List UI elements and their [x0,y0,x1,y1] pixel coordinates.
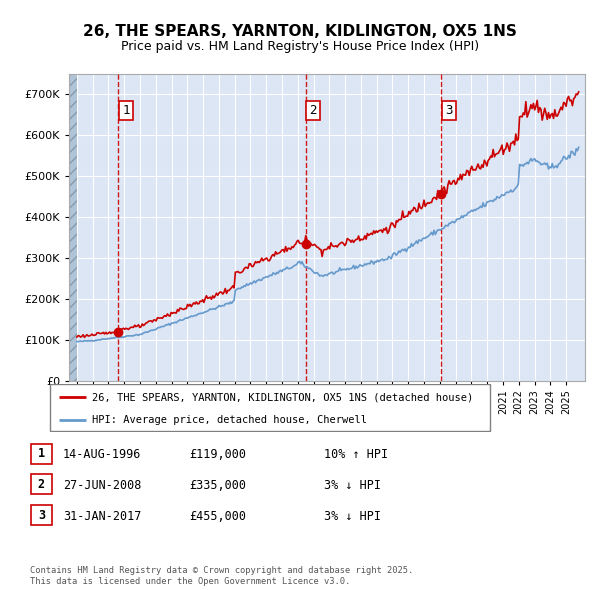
Text: 2: 2 [310,104,317,117]
Text: 3: 3 [445,104,452,117]
Text: 27-JUN-2008: 27-JUN-2008 [63,479,142,492]
Text: This data is licensed under the Open Government Licence v3.0.: This data is licensed under the Open Gov… [30,577,350,586]
FancyBboxPatch shape [31,505,52,525]
Text: 26, THE SPEARS, YARNTON, KIDLINGTON, OX5 1NS (detached house): 26, THE SPEARS, YARNTON, KIDLINGTON, OX5… [92,392,473,402]
Text: 3% ↓ HPI: 3% ↓ HPI [324,510,381,523]
Text: 1: 1 [122,104,130,117]
Text: 14-AUG-1996: 14-AUG-1996 [63,448,142,461]
Text: 3: 3 [38,509,45,522]
Text: £335,000: £335,000 [189,479,246,492]
FancyBboxPatch shape [31,444,52,464]
Text: 31-JAN-2017: 31-JAN-2017 [63,510,142,523]
Text: Price paid vs. HM Land Registry's House Price Index (HPI): Price paid vs. HM Land Registry's House … [121,40,479,53]
Text: HPI: Average price, detached house, Cherwell: HPI: Average price, detached house, Cher… [92,415,367,425]
FancyBboxPatch shape [50,385,490,431]
Bar [69,74,77,381]
Text: 3% ↓ HPI: 3% ↓ HPI [324,479,381,492]
Text: 26, THE SPEARS, YARNTON, KIDLINGTON, OX5 1NS: 26, THE SPEARS, YARNTON, KIDLINGTON, OX5… [83,24,517,38]
Text: 1: 1 [38,447,45,460]
FancyBboxPatch shape [31,474,52,494]
Text: 2: 2 [38,478,45,491]
Text: Contains HM Land Registry data © Crown copyright and database right 2025.: Contains HM Land Registry data © Crown c… [30,566,413,575]
Text: 10% ↑ HPI: 10% ↑ HPI [324,448,388,461]
Text: £455,000: £455,000 [189,510,246,523]
Text: £119,000: £119,000 [189,448,246,461]
